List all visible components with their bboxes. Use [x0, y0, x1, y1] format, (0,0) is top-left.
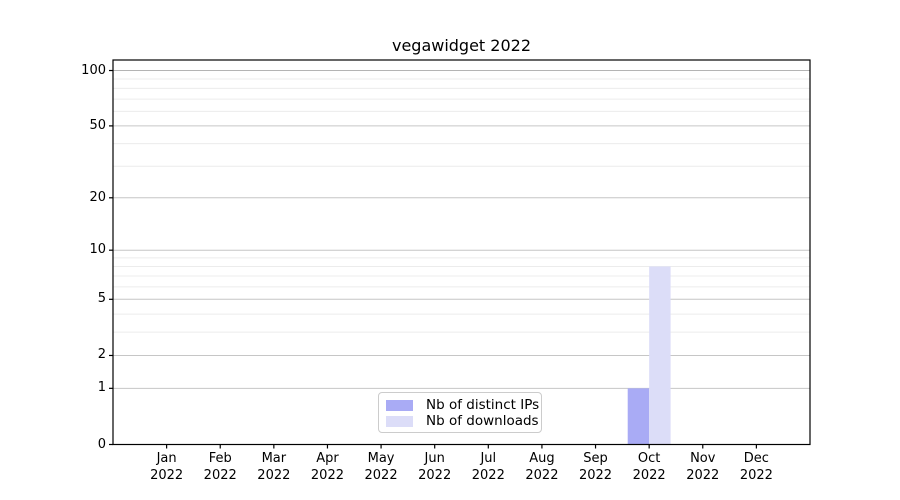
- x-tick-label: Jun 2022: [418, 451, 452, 483]
- chart-title: vegawidget 2022: [391, 36, 532, 55]
- x-tick-label: Dec 2022: [739, 451, 773, 483]
- legend-swatch-downloads: [386, 415, 413, 427]
- x-tick-label: Sep 2022: [578, 451, 613, 483]
- x-tick-label: Oct 2022: [632, 451, 666, 483]
- x-tick-label: May 2022: [364, 451, 398, 483]
- legend-item-label: Nb of downloads: [426, 413, 539, 429]
- plot-border: [112, 59, 811, 446]
- y-tick-label: 0: [97, 436, 106, 452]
- bar-downloads: [649, 266, 671, 445]
- y-tick-label: 2: [97, 347, 106, 363]
- legend-swatch-distinct-ips: [386, 399, 413, 411]
- y-tick-label: 100: [81, 62, 106, 78]
- legend-item: Nb of distinct IPs: [386, 397, 539, 413]
- x-tick-label: Feb 2022: [203, 451, 237, 483]
- legend-item-label: Nb of distinct IPs: [426, 397, 540, 413]
- x-tick-label: Jul 2022: [471, 451, 505, 483]
- x-tick-label: Mar 2022: [257, 451, 291, 483]
- y-tick-label: 50: [89, 117, 106, 133]
- legend-item: Nb of downloads: [386, 413, 539, 429]
- x-tick-label: Aug 2022: [525, 451, 559, 483]
- y-tick-label: 20: [89, 189, 106, 205]
- y-tick-label: 1: [97, 380, 106, 396]
- x-tick-label: Jan 2022: [150, 451, 184, 483]
- x-tick-label: Nov 2022: [686, 451, 720, 483]
- bar-distinct-ips: [627, 388, 650, 445]
- legend: Nb of distinct IPs Nb of downloads: [378, 392, 542, 433]
- y-tick-label: 5: [97, 291, 106, 307]
- y-tick-label: 10: [89, 242, 106, 258]
- x-tick-label: Apr 2022: [310, 451, 344, 483]
